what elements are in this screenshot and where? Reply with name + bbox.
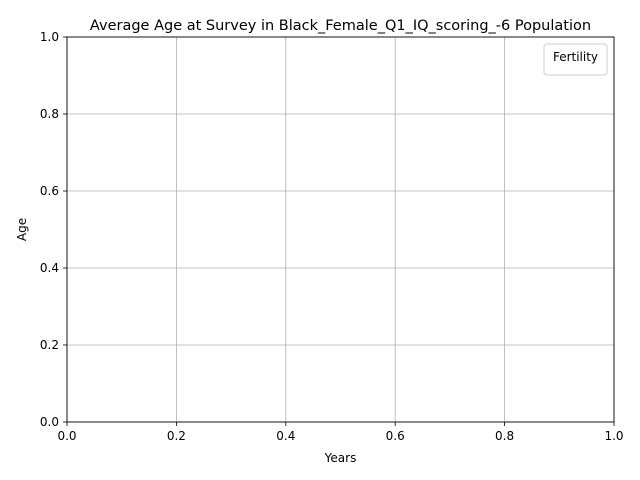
y-tick-label: 0.0: [40, 415, 59, 429]
x-tick-label: 0.6: [386, 429, 405, 443]
x-tick-label: 0.4: [276, 429, 295, 443]
y-axis-ticks: 0.0 0.2 0.4 0.6 0.8 1.0: [40, 30, 67, 429]
y-tick-label: 1.0: [40, 30, 59, 44]
plot-frame: [66, 36, 615, 423]
y-axis-label: Age: [15, 218, 29, 241]
x-axis-ticks: 0.0 0.2 0.4 0.6 0.8 1.0: [57, 422, 624, 443]
x-tick-label: 0.8: [495, 429, 514, 443]
grid: [66, 36, 615, 423]
x-tick-label: 1.0: [604, 429, 623, 443]
y-tick-label: 0.4: [40, 261, 59, 275]
legend-box: [543, 43, 608, 76]
y-tick-label: 0.6: [40, 184, 59, 198]
y-tick-label: 0.8: [40, 107, 59, 121]
x-tick-label: 0.0: [57, 429, 76, 443]
x-tick-label: 0.2: [167, 429, 186, 443]
plot-area: [67, 37, 614, 422]
y-tick-label: 0.2: [40, 338, 59, 352]
x-axis-label: Years: [324, 451, 357, 465]
legend-title: Fertility: [553, 50, 598, 64]
legend: Fertility: [543, 43, 608, 76]
chart-title: Average Age at Survey in Black_Female_Q1…: [90, 18, 591, 34]
